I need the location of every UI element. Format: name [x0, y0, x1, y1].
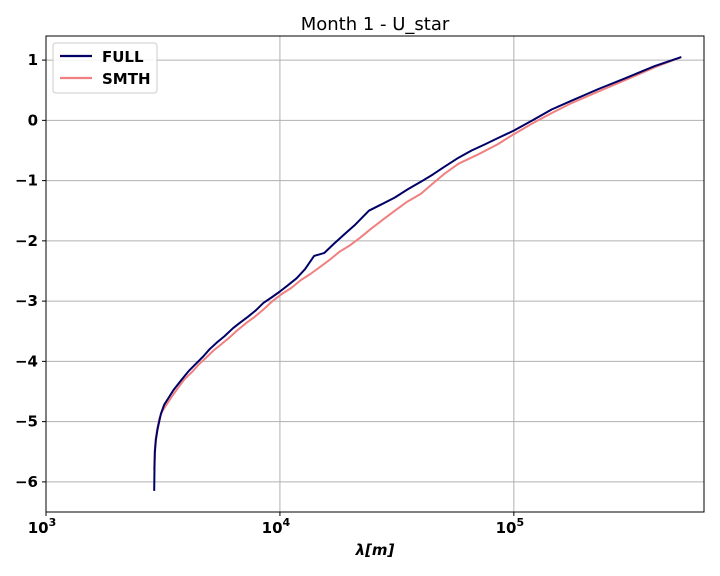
y-tick-label: 0 — [28, 111, 38, 129]
series-line-smth — [153, 56, 682, 470]
y-tick-label: −6 — [15, 473, 38, 491]
x-tick-label: 104 — [262, 516, 291, 537]
y-tick-label: −1 — [15, 172, 38, 190]
axis-ticks: 103 104 105 1 0 −1 −2 −3 −4 −5 −6 — [15, 51, 524, 537]
y-tick-label: 1 — [28, 51, 38, 69]
x-tick-label: 103 — [28, 516, 57, 537]
legend-label-smth: SMTH — [102, 70, 151, 88]
legend-label-full: FULL — [102, 48, 144, 66]
y-tick-label: −4 — [15, 352, 38, 370]
plot-frame — [45, 35, 705, 513]
x-tick-label: 105 — [496, 516, 525, 537]
y-tick-label: −5 — [15, 413, 38, 431]
x-axis-label: λ[m] — [355, 541, 395, 559]
grid — [45, 36, 704, 512]
legend: FULL SMTH — [52, 42, 158, 94]
y-tick-label: −3 — [15, 292, 38, 310]
plot-series — [153, 56, 682, 491]
y-tick-label: −2 — [15, 232, 38, 250]
chart-title: Month 1 - U_star — [301, 14, 450, 35]
series-line-full — [153, 56, 682, 491]
